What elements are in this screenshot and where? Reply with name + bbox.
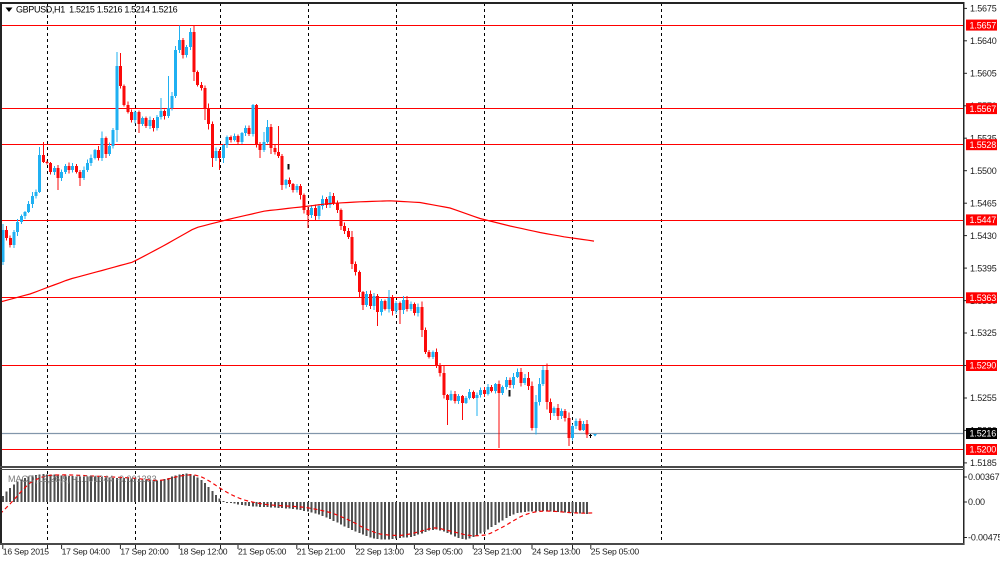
svg-text:16 Sep 2015: 16 Sep 2015 [3, 547, 49, 557]
svg-text:1.5447: 1.5447 [970, 215, 997, 225]
svg-text:-0.00475: -0.00475 [968, 533, 1000, 543]
svg-text:1.5657: 1.5657 [970, 20, 997, 30]
svg-text:1.5535: 1.5535 [970, 133, 997, 143]
svg-text:1.5395: 1.5395 [970, 263, 997, 273]
svg-text:24 Sep 13:00: 24 Sep 13:00 [532, 547, 581, 557]
svg-text:1.5430: 1.5430 [970, 231, 997, 241]
svg-text:1.5640: 1.5640 [970, 36, 997, 46]
svg-text:1.5216: 1.5216 [970, 429, 997, 439]
svg-text:GBPUSD,H1 1.5215 1.5216 1.521: GBPUSD,H1 1.5215 1.5216 1.5214 1.5216 [16, 5, 178, 15]
svg-text:21 Sep 21:00: 21 Sep 21:00 [297, 547, 346, 557]
svg-text:23 Sep 21:00: 23 Sep 21:00 [473, 547, 522, 557]
svg-text:1.5185: 1.5185 [970, 458, 997, 468]
svg-text:1.5605: 1.5605 [970, 69, 997, 79]
svg-text:0.00: 0.00 [968, 497, 985, 507]
svg-text:MACD(12,26,9) -0.001344 -0.001: MACD(12,26,9) -0.001344 -0.001383 [8, 474, 157, 484]
svg-text:1.5255: 1.5255 [970, 393, 997, 403]
svg-text:17 Sep 20:00: 17 Sep 20:00 [120, 547, 169, 557]
svg-text:1.5500: 1.5500 [970, 166, 997, 176]
svg-text:1.5567: 1.5567 [970, 104, 997, 114]
svg-text:25 Sep 05:00: 25 Sep 05:00 [591, 547, 640, 557]
svg-text:1.5675: 1.5675 [970, 4, 997, 14]
svg-text:23 Sep 05:00: 23 Sep 05:00 [414, 547, 463, 557]
svg-text:1.5290: 1.5290 [970, 361, 997, 371]
svg-text:1.5528: 1.5528 [970, 140, 997, 150]
svg-text:1.5200: 1.5200 [970, 445, 997, 455]
svg-text:1.5363: 1.5363 [970, 293, 997, 303]
svg-text:18 Sep 12:00: 18 Sep 12:00 [179, 547, 228, 557]
svg-text:21 Sep 05:00: 21 Sep 05:00 [238, 547, 287, 557]
svg-text:1.5325: 1.5325 [970, 328, 997, 338]
svg-text:17 Sep 04:00: 17 Sep 04:00 [62, 547, 111, 557]
svg-text:0.00367: 0.00367 [968, 472, 1000, 482]
svg-text:1.5465: 1.5465 [970, 198, 997, 208]
svg-text:22 Sep 13:00: 22 Sep 13:00 [356, 547, 405, 557]
